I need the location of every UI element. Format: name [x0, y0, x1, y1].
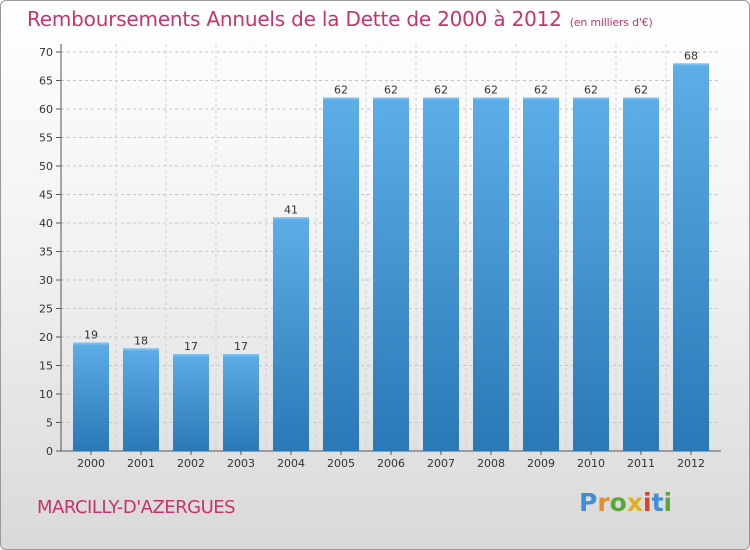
x-tick-label: 2010: [577, 457, 605, 470]
chart-title-text: Remboursements Annuels de la Dette de 20…: [27, 7, 562, 31]
data-label: 62: [434, 84, 448, 97]
bar-top-highlight: [373, 97, 409, 100]
y-tick-label: 25: [39, 303, 53, 316]
bar-top-highlight: [273, 217, 309, 220]
data-labels: 19 18 17 17 41 62 62 62 62 62 62 62 68: [84, 49, 698, 353]
bar: [173, 354, 209, 451]
x-tick-label: 2002: [177, 457, 205, 470]
data-label: 62: [484, 84, 498, 97]
bar-top-highlight: [223, 354, 259, 357]
bar: [623, 97, 659, 451]
y-tick-label: 65: [39, 75, 53, 88]
bar: [223, 354, 259, 451]
data-label: 18: [134, 334, 148, 347]
y-tick-label: 35: [39, 246, 53, 259]
y-tick-label: 45: [39, 189, 53, 202]
bar: [323, 97, 359, 451]
x-tick-label: 2012: [677, 457, 705, 470]
bar-top-highlight: [73, 342, 109, 345]
data-label: 41: [284, 203, 298, 216]
proxiti-logo: Proxiti: [579, 488, 673, 517]
chart-unit: (en milliers d'€): [569, 16, 653, 29]
y-tick-label: 0: [46, 445, 53, 458]
bar: [673, 63, 709, 452]
y-tick-label: 15: [39, 360, 53, 373]
commune-name: MARCILLY-D'AZERGUES: [37, 497, 236, 518]
x-tick-label: 2000: [77, 457, 105, 470]
chart-title: Remboursements Annuels de la Dette de 20…: [27, 7, 653, 31]
x-tick-label: 2003: [227, 457, 255, 470]
bar-top-highlight: [623, 97, 659, 100]
x-tick-label: 2009: [527, 457, 555, 470]
bar-top-highlight: [123, 348, 159, 351]
bar-top-highlight: [523, 97, 559, 100]
data-label: 19: [84, 329, 98, 342]
bar-top-highlight: [673, 63, 709, 66]
bar: [123, 348, 159, 451]
bar: [273, 217, 309, 451]
data-label: 62: [384, 84, 398, 97]
bar: [423, 97, 459, 451]
bar-top-highlight: [473, 97, 509, 100]
data-label: 17: [234, 340, 248, 353]
bar: [573, 97, 609, 451]
y-tick-label: 30: [39, 274, 53, 287]
x-tick-label: 2001: [127, 457, 155, 470]
y-tick-label: 55: [39, 132, 53, 145]
y-tick-label: 20: [39, 331, 53, 344]
data-label: 62: [334, 84, 348, 97]
x-tick-label: 2007: [427, 457, 455, 470]
y-tick-label: 60: [39, 103, 53, 116]
y-tick-label: 70: [39, 46, 53, 59]
x-tick-label: 2005: [327, 457, 355, 470]
bar-top-highlight: [573, 97, 609, 100]
bar-top-highlight: [323, 97, 359, 100]
y-tick-label: 10: [39, 388, 53, 401]
bar: [523, 97, 559, 451]
y-tick-label: 5: [46, 417, 53, 430]
bars: [73, 63, 709, 452]
data-label: 62: [634, 84, 648, 97]
x-tick-label: 2006: [377, 457, 405, 470]
x-tick-label: 2011: [627, 457, 655, 470]
bar-top-highlight: [173, 354, 209, 357]
data-label: 62: [534, 84, 548, 97]
data-label: 62: [584, 84, 598, 97]
y-tick-label: 40: [39, 217, 53, 230]
bar: [73, 342, 109, 451]
data-label: 68: [684, 49, 698, 62]
bar: [473, 97, 509, 451]
axes: 0 5 10 15 20 25 30 35 40 45 50 55 60 65 70 2000 2001 2002…: [39, 44, 721, 470]
data-label: 17: [184, 340, 198, 353]
x-tick-label: 2004: [277, 457, 305, 470]
bar-top-highlight: [423, 97, 459, 100]
bar: [373, 97, 409, 451]
y-tick-label: 50: [39, 160, 53, 173]
x-tick-label: 2008: [477, 457, 505, 470]
